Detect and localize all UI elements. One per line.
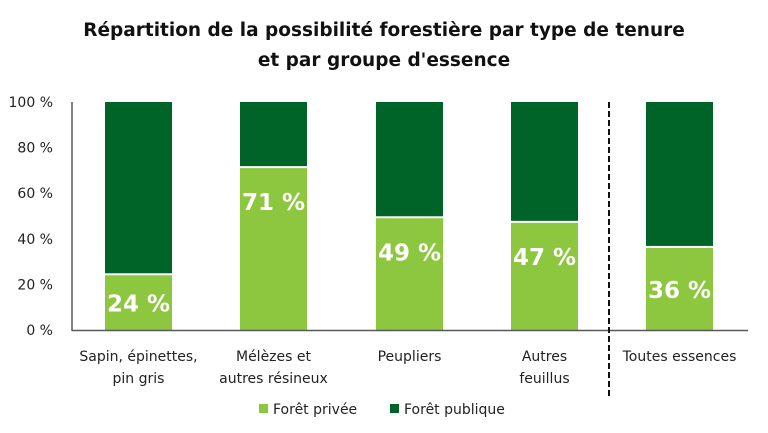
legend-label-public: Forêt publique: [404, 402, 505, 418]
data-label: 49 %: [378, 240, 441, 266]
y-tick-label: 0 %: [26, 323, 53, 339]
legend-swatch-private: [259, 404, 268, 413]
x-category-label: Autres: [522, 349, 567, 365]
chart-title-line-2: et par groupe d'essence: [258, 50, 510, 71]
bar-public-3: [511, 102, 578, 221]
bar-private-2: [376, 218, 443, 330]
chart-title-line-1: Répartition de la possibilité forestière…: [83, 20, 685, 41]
bar-public-0: [105, 102, 172, 274]
y-tick-label: 100 %: [9, 95, 53, 111]
bar-public-4: [646, 102, 713, 246]
bar-public-2: [376, 102, 443, 217]
bar-private-1: [240, 168, 307, 330]
x-category-label: pin gris: [113, 371, 165, 387]
x-category-label: feuillus: [519, 371, 569, 387]
bars: [105, 102, 713, 330]
x-category-label: Toutes essences: [622, 349, 737, 365]
x-axis-categories: Sapin, épinettes, pin gris Mélèzes et autre…: [79, 349, 736, 387]
y-tick-label: 20 %: [17, 277, 53, 293]
bar-private-3: [511, 222, 578, 330]
data-label: 36 %: [648, 278, 711, 304]
data-label: 47 %: [513, 245, 576, 271]
x-category-label: Mélèzes et: [236, 349, 312, 365]
data-labels: 24 % 71 % 49 % 47 % 36 %: [107, 190, 711, 318]
x-category-label: autres résineux: [219, 371, 328, 387]
legend-swatch-public: [390, 404, 399, 413]
y-tick-label: 60 %: [17, 186, 53, 202]
bar-private-0: [105, 275, 172, 330]
legend-label-private: Forêt privée: [273, 402, 357, 418]
data-label: 71 %: [242, 190, 305, 216]
x-category-label: Peupliers: [378, 349, 442, 365]
data-label: 24 %: [107, 292, 170, 318]
y-tick-label: 40 %: [17, 232, 53, 248]
bar-public-1: [240, 102, 307, 167]
legend: Forêt privée Forêt publique: [259, 402, 505, 418]
y-tick-label: 80 %: [17, 141, 53, 157]
x-category-label: Sapin, épinettes,: [79, 349, 197, 365]
bar-private-4: [646, 247, 713, 330]
y-axis-ticks: 0 % 20 % 40 % 60 % 80 % 100 %: [9, 95, 53, 339]
